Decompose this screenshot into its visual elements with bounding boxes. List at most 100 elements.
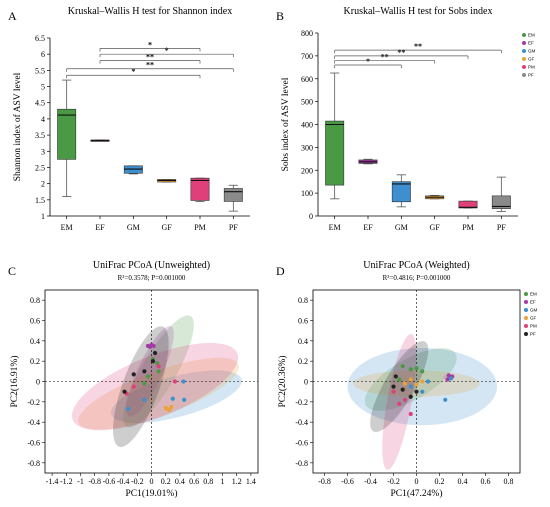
significance-bracket: * — [66, 67, 201, 79]
legend-label: PF — [528, 73, 534, 78]
legend-marker — [522, 49, 526, 53]
point — [163, 405, 168, 411]
significance-bracket: ** — [334, 48, 469, 59]
significance-label: * — [148, 40, 152, 49]
point — [408, 377, 413, 382]
y-tick-label: -0.4 — [295, 418, 308, 427]
x-tick-label: EM — [61, 223, 73, 232]
x-tick-label: 0.4 — [175, 477, 185, 486]
point — [125, 406, 131, 412]
ellipse-PF — [113, 326, 169, 447]
x-tick-label: GM — [127, 223, 140, 232]
panel-letter: D — [276, 264, 285, 278]
box-PF — [491, 176, 511, 212]
point — [408, 394, 413, 399]
x-tick-label: -0.4 — [364, 477, 377, 486]
point — [152, 350, 158, 356]
point — [414, 382, 419, 387]
legend-label: PF — [530, 332, 536, 337]
point — [182, 397, 187, 402]
legend-label: GF — [528, 57, 535, 62]
y-tick-label: 0.6 — [30, 317, 40, 326]
point — [167, 407, 172, 413]
x-tick-label: 1.2 — [232, 477, 242, 486]
y-tick-label: -0.8 — [295, 459, 308, 468]
box-GM — [123, 165, 143, 175]
point — [142, 369, 147, 374]
y-tick-label: 0.2 — [298, 357, 308, 366]
significance-bracket: ** — [66, 61, 234, 72]
legend-label: PM — [528, 65, 535, 70]
legend-marker — [522, 57, 526, 61]
y-tick-label: 6.5 — [35, 34, 45, 43]
y-tick-label: 0.4 — [298, 337, 308, 346]
ellipse-GF — [78, 357, 240, 430]
point — [443, 397, 448, 402]
point — [400, 364, 405, 369]
x-axis-label: PC1(47.24%) — [391, 488, 443, 499]
chart-title: Kruskal–Wallis H test for Sobs index — [344, 6, 493, 17]
point — [400, 387, 405, 392]
x-tick-label: 0.2 — [435, 477, 445, 486]
point — [147, 344, 153, 350]
legend-label: EF — [528, 41, 534, 46]
x-tick-label: PF — [229, 223, 238, 232]
panel-C: C UniFrac PCoA (Unweighted) R²=0.3578; P=0… — [8, 260, 259, 499]
y-tick-label: 0 — [309, 212, 313, 221]
y-tick-label: -0.2 — [27, 398, 40, 407]
chart-title: UniFrac PCoA (Unweighted) — [93, 260, 210, 271]
y-axis-label: PC2(20.36%) — [277, 356, 288, 408]
ellipse-EF — [126, 325, 174, 417]
x-tick-label: -0.2 — [131, 477, 144, 486]
point — [425, 379, 431, 384]
point — [402, 381, 408, 386]
y-tick-label: 1 — [41, 212, 45, 221]
chart-subtitle: R²=0.4816; P=0.001000 — [383, 274, 451, 282]
y-tick-label: 0.8 — [298, 296, 308, 305]
box-body — [491, 195, 511, 209]
point — [408, 411, 413, 417]
panel-letter: C — [8, 264, 16, 278]
point — [397, 377, 402, 382]
x-tick-label: 0 — [150, 477, 154, 486]
x-tick-label: EF — [363, 223, 373, 232]
series-EF — [145, 342, 156, 350]
x-tick-label: PM — [194, 223, 206, 232]
box-PM — [458, 200, 478, 209]
point — [420, 389, 425, 394]
significance-bracket: ** — [99, 53, 201, 64]
x-tick-label: -0.6 — [103, 477, 116, 486]
x-tick-label: -0.8 — [318, 477, 331, 486]
y-tick-label: -0.6 — [295, 439, 308, 448]
y-tick-label: 0.8 — [30, 296, 40, 305]
point — [397, 401, 402, 406]
legend-marker — [524, 292, 528, 296]
y-tick-label: 0 — [304, 378, 308, 387]
significance-label: ** — [146, 53, 154, 62]
significance-label: * — [366, 57, 370, 66]
point — [393, 374, 398, 379]
significance-bracket: ** — [334, 42, 502, 54]
x-tick-label: 0.6 — [481, 477, 491, 486]
ellipse-GM — [347, 347, 497, 426]
point — [181, 379, 186, 384]
y-tick-label: 300 — [301, 143, 313, 152]
legend-marker — [522, 41, 526, 45]
box-body — [57, 108, 77, 160]
point — [131, 384, 136, 389]
point — [414, 389, 419, 394]
series-GM — [408, 376, 454, 402]
point — [156, 369, 161, 374]
point — [145, 374, 151, 379]
series-PF — [122, 350, 158, 394]
legend-marker — [522, 33, 526, 37]
x-tick-label: PF — [497, 223, 506, 232]
x-tick-label: 0.6 — [189, 477, 199, 486]
y-tick-label: -0.4 — [27, 418, 40, 427]
y-tick-label: 0 — [36, 378, 40, 387]
point — [131, 372, 136, 377]
point — [448, 376, 454, 381]
legend-marker — [524, 332, 528, 336]
y-tick-label: 0.4 — [30, 337, 40, 346]
legend-marker — [524, 308, 528, 312]
